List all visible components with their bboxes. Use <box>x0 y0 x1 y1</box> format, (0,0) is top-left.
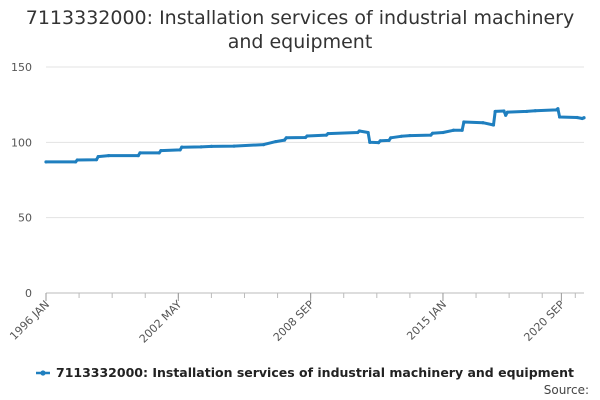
data-point <box>326 131 330 136</box>
data-point <box>387 138 391 142</box>
data-point <box>502 109 506 113</box>
grid-lines <box>46 66 584 294</box>
data-point <box>159 149 163 153</box>
data-point <box>282 138 287 142</box>
y-tick-label: 150 <box>11 61 32 74</box>
data-point <box>138 151 142 155</box>
data-point <box>460 128 464 132</box>
data-point <box>462 120 466 124</box>
legend: 7113332000: Installation services of ind… <box>36 365 589 397</box>
data-point <box>199 145 203 149</box>
data-point <box>75 158 79 162</box>
data-point <box>262 142 266 147</box>
x-tick-label: 1996 JAN <box>7 298 52 343</box>
axes: 0 50 100 150 1996 JAN 2002 MAY 2008 SEP 2015 JA… <box>7 61 576 346</box>
data-point <box>408 133 412 138</box>
data-point <box>94 158 99 162</box>
data-point <box>505 110 509 114</box>
data-point <box>491 123 496 127</box>
x-tick-label: 2015 JAN <box>404 298 449 343</box>
data-point <box>274 139 278 144</box>
x-tick-label: 2008 SEP <box>271 298 317 344</box>
data-point <box>399 134 403 138</box>
data-point <box>481 121 485 125</box>
data-point <box>107 153 111 158</box>
data-point <box>430 131 435 135</box>
data-point <box>96 155 100 159</box>
chart-title: 7113332000: Installation services of ind… <box>0 6 600 54</box>
data-point <box>357 129 361 133</box>
data-point <box>556 107 560 111</box>
data-point <box>366 130 370 135</box>
data-point <box>209 144 214 149</box>
x-tick-label: 2020 SEP <box>521 298 567 344</box>
data-point <box>284 136 288 140</box>
y-tick-label: 100 <box>11 136 32 149</box>
y-tick-label: 0 <box>25 287 32 300</box>
data-point <box>368 140 372 144</box>
data-point <box>157 151 161 155</box>
data-point <box>305 134 309 138</box>
data-point <box>378 139 382 143</box>
data-point <box>136 153 140 158</box>
data-point <box>524 109 529 114</box>
data-point <box>44 160 48 164</box>
data-point <box>533 109 537 113</box>
chart-title-line-1: 7113332000: Installation services of ind… <box>25 7 575 29</box>
data-point <box>389 136 393 140</box>
y-tick-label: 50 <box>18 212 32 225</box>
x-tick-label: 2002 MAY <box>137 298 185 346</box>
data-point <box>575 115 579 120</box>
series-layer <box>44 107 586 164</box>
source-label: Source: <box>544 383 589 397</box>
data-point <box>441 130 445 135</box>
data-point <box>504 113 508 117</box>
legend-label[interactable]: 7113332000: Installation services of ind… <box>56 365 574 380</box>
series-line <box>44 107 586 164</box>
data-point <box>582 116 586 120</box>
data-point <box>178 148 182 152</box>
data-point <box>493 109 497 114</box>
chart-title-line-2: and equipment <box>227 31 373 53</box>
legend-swatch-marker <box>40 370 46 376</box>
data-point <box>232 144 236 148</box>
data-point <box>451 128 456 132</box>
data-point <box>180 145 184 149</box>
data-point <box>558 115 562 119</box>
